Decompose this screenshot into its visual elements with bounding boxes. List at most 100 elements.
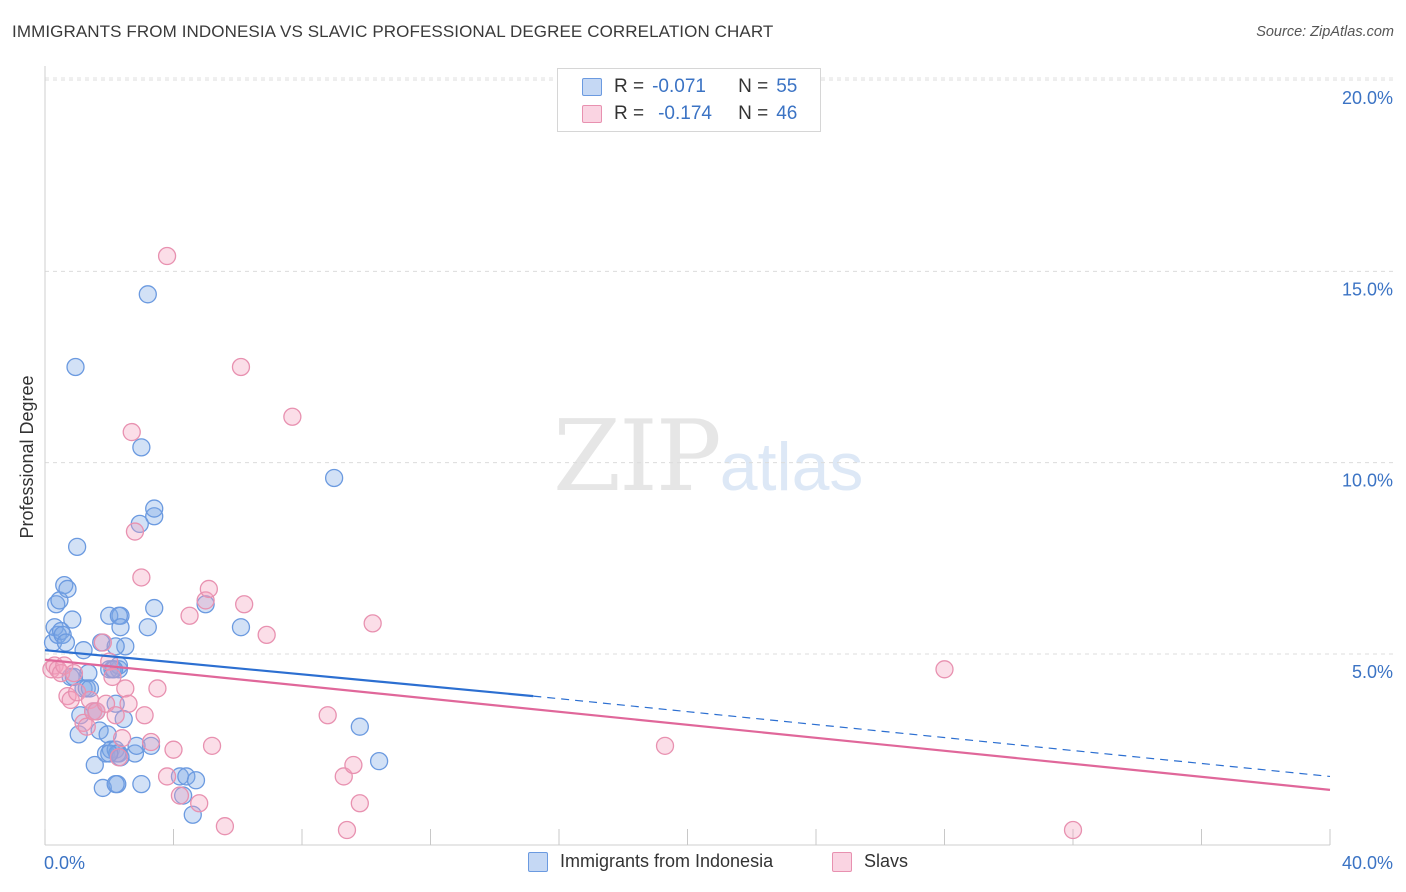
legend-r-value: -0.071 (652, 76, 706, 97)
slavs-point (180, 606, 199, 625)
slavs-point (148, 679, 167, 698)
slavs-point (235, 595, 254, 614)
legend-r-value: -0.174 (658, 103, 712, 124)
indonesia-point (369, 751, 389, 771)
watermark: ZIPatlas (553, 400, 863, 514)
slavs-point (125, 522, 145, 541)
slavs-point (318, 706, 337, 725)
indonesia-point (138, 618, 157, 637)
slavs-point (202, 736, 222, 755)
legend-swatch-pink (582, 105, 602, 123)
indonesia-point (145, 499, 164, 518)
indonesia-point (109, 606, 129, 625)
indonesia-point (66, 357, 85, 377)
indonesia-point (145, 507, 164, 526)
x-tick-label: 0.0% (44, 853, 85, 873)
indonesia-point (85, 755, 104, 775)
slavs-point (103, 667, 122, 687)
bottom-legend-swatch-pink (832, 851, 852, 872)
slavs-point (231, 357, 251, 377)
y-tick-label: 15.0% (1342, 279, 1393, 299)
indonesia-trend-extension (533, 695, 1331, 778)
slavs-point (87, 702, 106, 721)
slavs-point (344, 755, 363, 775)
bottom-legend-swatch-blue (528, 851, 548, 872)
indonesia-point (183, 805, 202, 824)
y-tick-label: 20.0% (1342, 88, 1393, 108)
bottom-legend-indonesia: Immigrants from Indonesia (528, 851, 773, 872)
indonesia-point (116, 637, 135, 656)
slavs-point (112, 729, 132, 748)
legend-n-label: N = (738, 103, 769, 124)
slavs-point (350, 794, 369, 813)
slavs-point (257, 625, 276, 645)
indonesia-point (98, 725, 117, 744)
slavs-point (106, 706, 125, 725)
watermark-zip: ZIP (553, 400, 722, 514)
slavs-point (935, 660, 954, 679)
indonesia-point (138, 285, 157, 304)
slavs-point (119, 694, 138, 713)
slavs-point (199, 579, 218, 599)
slavs-point (164, 740, 183, 759)
indonesia-point (67, 537, 87, 557)
legend-r-label: R = (614, 103, 645, 124)
indonesia-point (74, 641, 93, 660)
bottom-legend-label: Immigrants from Indonesia (560, 851, 774, 871)
indonesia-point (350, 717, 369, 736)
slavs-point (157, 767, 177, 786)
indonesia-point (63, 610, 82, 629)
indonesia-point (231, 618, 251, 637)
slavs-point (135, 706, 154, 725)
slavs-point (157, 246, 177, 266)
slavs-point (77, 717, 96, 736)
indonesia-point (177, 767, 196, 786)
indonesia-point (111, 618, 130, 637)
source-label: Source: ZipAtlas.com (1256, 24, 1394, 40)
x-tick-label: 40.0% (1342, 853, 1393, 873)
slavs-point (64, 663, 84, 683)
legend-n-value: 46 (776, 103, 798, 124)
indonesia-point (58, 579, 77, 599)
slavs-point (655, 736, 675, 755)
indonesia-point (100, 744, 119, 763)
correlation-legend: R = -0.071 N = 55 R = -0.174 N = 46 (557, 68, 821, 132)
indonesia-point (56, 633, 76, 652)
bottom-legend-label: Slavs (864, 851, 909, 871)
y-axis-label: Professional Degree (17, 375, 37, 538)
slavs-point (141, 732, 161, 752)
watermark-atlas: atlas (719, 429, 864, 505)
indonesia-point (324, 468, 344, 488)
slavs-point (337, 820, 357, 840)
indonesia-trend-line (44, 649, 534, 698)
slavs-point (109, 748, 129, 767)
legend-row-indonesia: R = -0.071 N = 55 (582, 75, 797, 99)
slavs-point (1063, 820, 1083, 840)
indonesia-point (106, 774, 125, 794)
indonesia-point (186, 771, 206, 790)
slavs-point (215, 817, 235, 836)
slavs-point (122, 422, 141, 442)
slavs-trend-line (44, 658, 1331, 791)
bottom-legend-slavs: Slavs (832, 851, 908, 872)
indonesia-point (127, 736, 146, 755)
legend-swatch-blue (582, 78, 602, 96)
slavs-point (190, 794, 209, 813)
slavs-point (116, 679, 135, 698)
slavs-point (170, 786, 190, 805)
slavs-point (283, 407, 302, 426)
slavs-point (132, 568, 151, 587)
indonesia-point (145, 598, 164, 618)
slavs-point (196, 591, 215, 610)
indonesia-point (132, 438, 151, 457)
y-tick-label: 5.0% (1352, 662, 1393, 682)
slavs-point (363, 614, 382, 633)
legend-row-slavs: R = -0.174 N = 46 (582, 102, 797, 126)
legend-n-value: 55 (776, 76, 798, 97)
chart-title: IMMIGRANTS FROM INDONESIA VS SLAVIC PROF… (12, 22, 774, 41)
legend-n-label: N = (738, 76, 769, 97)
y-tick-label: 10.0% (1342, 471, 1393, 491)
legend-r-label: R = (614, 76, 645, 97)
indonesia-point (132, 774, 151, 794)
